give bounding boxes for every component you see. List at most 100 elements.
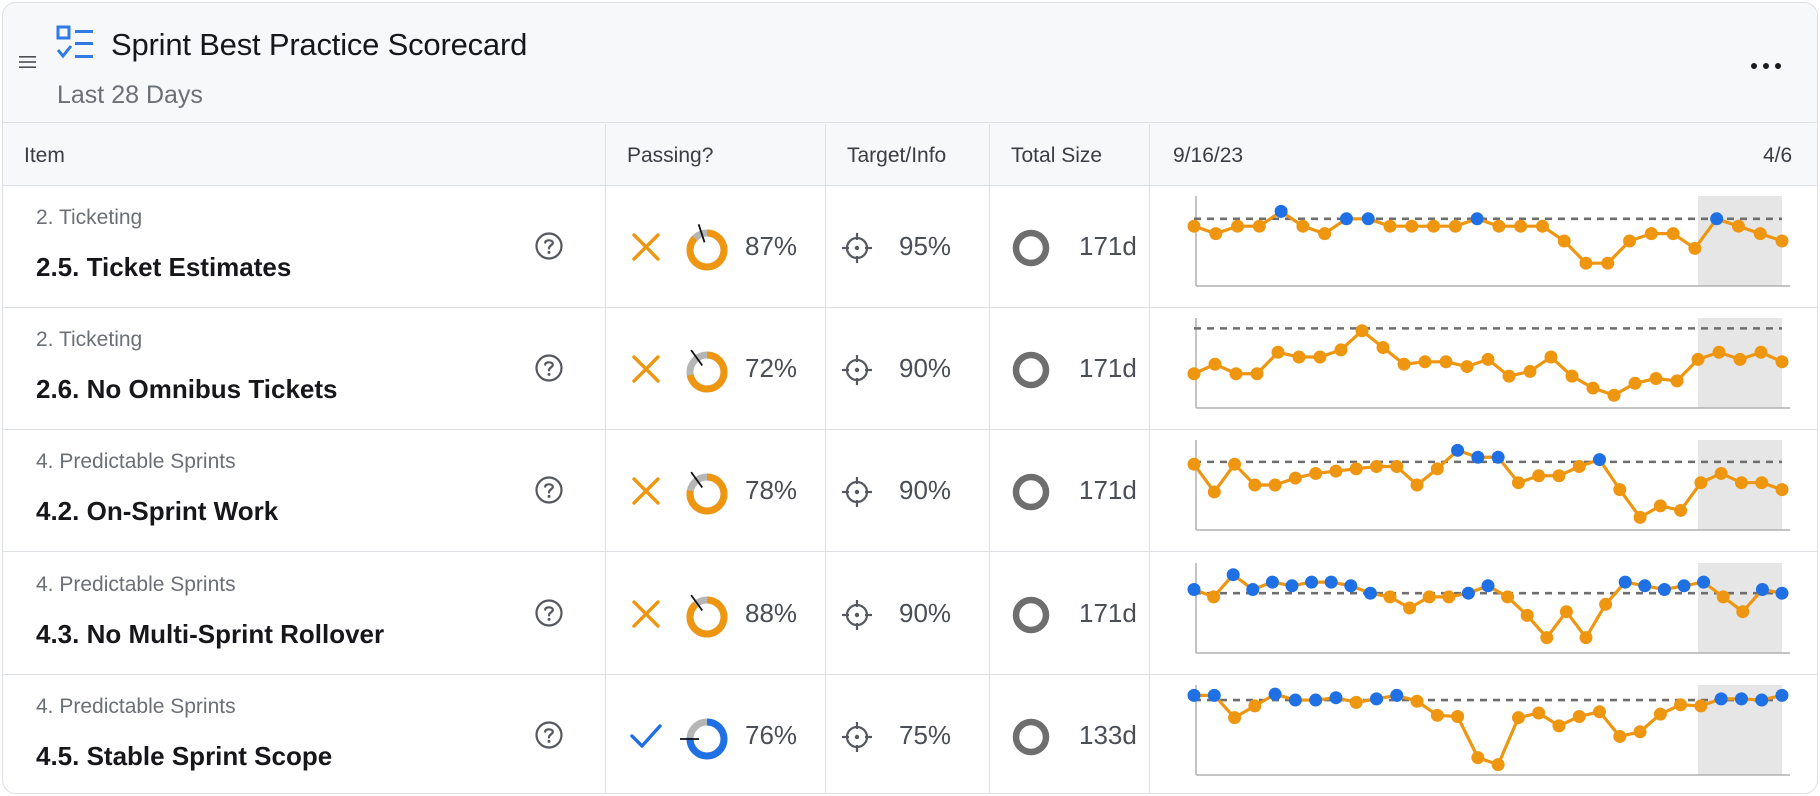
sparkline-point[interactable] — [1755, 582, 1769, 596]
sparkline-point[interactable] — [1677, 578, 1691, 592]
sparkline-point[interactable] — [1318, 227, 1332, 241]
sparkline-point[interactable] — [1349, 695, 1363, 709]
sparkline-point[interactable] — [1532, 469, 1546, 483]
sparkline-point[interactable] — [1557, 234, 1571, 248]
sparkline-point[interactable] — [1674, 504, 1688, 518]
sparkline-point[interactable] — [1697, 575, 1711, 589]
sparkline-point[interactable] — [1288, 693, 1302, 707]
sparkline-point[interactable] — [1734, 692, 1748, 706]
help-icon[interactable] — [533, 597, 565, 629]
sparkline-point[interactable] — [1775, 586, 1789, 600]
sparkline-point[interactable] — [1187, 219, 1201, 233]
sparkline-point[interactable] — [1271, 345, 1285, 359]
sparkline-point[interactable] — [1305, 575, 1319, 589]
sparkline-point[interactable] — [1613, 483, 1627, 497]
sparkline-point[interactable] — [1187, 582, 1201, 596]
column-total-size[interactable]: Total Size — [1011, 144, 1103, 167]
sparkline-point[interactable] — [1187, 367, 1201, 381]
sparkline-point[interactable] — [1613, 729, 1627, 743]
sparkline-point[interactable] — [1442, 589, 1456, 603]
sparkline-point[interactable] — [1734, 476, 1748, 490]
sparkline-point[interactable] — [1471, 750, 1485, 764]
sparkline-point[interactable] — [1410, 478, 1424, 492]
sparkline-point[interactable] — [1324, 575, 1338, 589]
sparkline-point[interactable] — [1714, 467, 1728, 481]
sparkline-point[interactable] — [1691, 353, 1705, 367]
sparkline-point[interactable] — [1344, 578, 1358, 592]
help-icon[interactable] — [533, 474, 565, 506]
sparkline-point[interactable] — [1250, 367, 1264, 381]
sparkline-point[interactable] — [1383, 589, 1397, 603]
sparkline-point[interactable] — [1309, 467, 1323, 481]
more-options-button[interactable] — [1743, 45, 1791, 85]
sparkline-point[interactable] — [1361, 212, 1375, 226]
help-icon[interactable] — [533, 352, 565, 384]
sparkline-point[interactable] — [1376, 341, 1390, 355]
sparkline-point[interactable] — [1481, 578, 1495, 592]
sparkline-point[interactable] — [1712, 345, 1726, 359]
sparkline-point[interactable] — [1397, 357, 1411, 371]
sparkline-point[interactable] — [1775, 355, 1789, 369]
sparkline-point[interactable] — [1285, 578, 1299, 592]
sparkline-point[interactable] — [1593, 705, 1607, 719]
sparkline-point[interactable] — [1775, 688, 1789, 702]
sparkline-point[interactable] — [1511, 710, 1525, 724]
sparkline-point[interactable] — [1670, 374, 1684, 388]
sparkline-point[interactable] — [1349, 462, 1363, 476]
sparkline-point[interactable] — [1228, 458, 1242, 472]
sparkline-point[interactable] — [1329, 690, 1343, 704]
sparkline-point[interactable] — [1248, 478, 1262, 492]
sparkline-point[interactable] — [1755, 693, 1769, 707]
sparkline-point[interactable] — [1753, 227, 1767, 241]
sparkline-point[interactable] — [1523, 365, 1537, 379]
help-icon[interactable] — [533, 230, 565, 262]
sparkline-point[interactable] — [1775, 483, 1789, 497]
scorecard-row[interactable]: 4. Predictable Sprints 4.2. On-Sprint Wor… — [3, 430, 1817, 553]
sparkline-point[interactable] — [1501, 589, 1515, 603]
sparkline-point[interactable] — [1628, 376, 1642, 390]
sparkline-point[interactable] — [1579, 256, 1593, 270]
sparkline-point[interactable] — [1265, 575, 1279, 589]
sparkline-point[interactable] — [1754, 345, 1768, 359]
sparkline-point[interactable] — [1491, 451, 1505, 465]
sparkline-point[interactable] — [1694, 699, 1708, 713]
sparkline-point[interactable] — [1559, 604, 1573, 618]
sparkline-point[interactable] — [1492, 219, 1506, 233]
sparkline-point[interactable] — [1514, 219, 1528, 233]
sparkline-point[interactable] — [1418, 355, 1432, 369]
sparkline-point[interactable] — [1716, 589, 1730, 603]
sparkline-point[interactable] — [1228, 710, 1242, 724]
sparkline-point[interactable] — [1552, 469, 1566, 483]
sparkline-point[interactable] — [1755, 476, 1769, 490]
sparkline-point[interactable] — [1461, 586, 1475, 600]
column-passing[interactable]: Passing? — [627, 144, 714, 167]
sparkline-point[interactable] — [1733, 353, 1747, 367]
sparkline-point[interactable] — [1714, 692, 1728, 706]
sparkline-point[interactable] — [1207, 688, 1221, 702]
sparkline-point[interactable] — [1688, 241, 1702, 255]
sparkline-point[interactable] — [1460, 360, 1474, 374]
sparkline-point[interactable] — [1653, 707, 1667, 721]
sparkline-point[interactable] — [1775, 234, 1789, 248]
sparkline-point[interactable] — [1470, 212, 1484, 226]
sparkline-point[interactable] — [1363, 586, 1377, 600]
sparkline-point[interactable] — [1491, 757, 1505, 771]
sparkline-point[interactable] — [1309, 693, 1323, 707]
sparkline-point[interactable] — [1579, 630, 1593, 644]
sparkline-point[interactable] — [1649, 372, 1663, 386]
sparkline-point[interactable] — [1329, 465, 1343, 479]
sparkline-point[interactable] — [1623, 234, 1637, 248]
sparkline-point[interactable] — [1383, 219, 1397, 233]
sparkline-point[interactable] — [1226, 567, 1240, 581]
sparkline-point[interactable] — [1369, 460, 1383, 474]
sparkline-point[interactable] — [1207, 485, 1221, 499]
sparkline-point[interactable] — [1618, 575, 1632, 589]
column-target[interactable]: Target/Info — [847, 144, 947, 167]
column-item[interactable]: Item — [24, 144, 65, 167]
sparkline-point[interactable] — [1246, 582, 1260, 596]
sparkline-point[interactable] — [1572, 709, 1586, 723]
sparkline-point[interactable] — [1694, 476, 1708, 490]
sparkline-point[interactable] — [1601, 256, 1615, 270]
sparkline-point[interactable] — [1633, 725, 1647, 739]
sparkline-point[interactable] — [1638, 578, 1652, 592]
